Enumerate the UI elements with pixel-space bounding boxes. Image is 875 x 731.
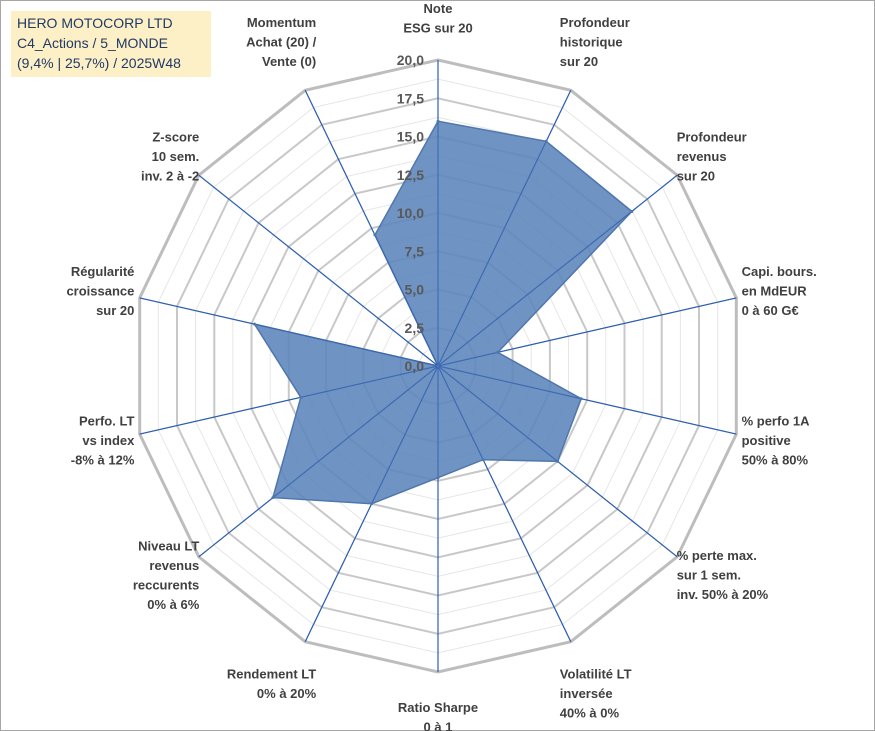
axis-label-line: inv. 50% à 20% [677,587,769,602]
axis-label-line: Perfo. LT [79,414,134,429]
axis-label-line: Niveau LT [138,539,199,554]
axis-label-line: 10 sem. [152,149,200,164]
axis-label-line: % perte max. [677,548,757,563]
tick-label: 12,5 [397,167,424,183]
axis-label-line: Vente (0) [262,54,316,69]
axis-label-line: 0 à 60 G€ [742,303,799,318]
data-point [481,458,485,462]
axis-label-line: Profondeur [677,129,747,144]
axis-label-line: % perfo 1A [742,414,811,429]
axis-label: % perte max. sur 1 sem. inv. 50% à 20% [677,548,769,602]
axis-label-line: Achat (20) / [246,34,316,49]
tick-label: 20,0 [397,52,424,68]
axis-label-line: Ratio Sharpe [398,700,478,715]
axis-label-line: sur 20 [560,54,598,69]
axis-label-line: sur 20 [96,303,134,318]
axis-label-line: revenus [149,558,199,573]
axis-label-line: 50% à 80% [742,453,809,468]
axis-label: Momentum Achat (20) / Vente (0) [246,15,316,69]
title-line-category: C4_Actions / 5_MONDE [17,35,168,51]
tick-label: 0,0 [405,358,425,374]
data-point [271,496,275,500]
axis-label-line: -8% à 12% [71,453,135,468]
axis-label-line: revenus [677,149,727,164]
data-point [436,119,440,123]
data-point [436,364,440,368]
tick-label: 17,5 [397,90,424,106]
series-area [252,120,633,505]
data-point [556,459,560,463]
axis-label: Capi. bours. en MdEUR 0 à 60 G€ [742,264,817,318]
axis-label: Niveau LT revenus reccurents 0% à 6% [133,539,200,613]
data-point [436,476,440,480]
axis-label-line: en MdEUR [742,284,808,299]
axis-label-line: croissance [66,284,134,299]
chart-title-box: HERO MOTOCORP LTD C4_Actions / 5_MONDE (… [11,11,211,77]
data-point [496,350,500,354]
axis-label-line: 0% à 20% [257,686,317,701]
data-point [370,502,374,506]
tick-label: 15,0 [397,129,424,145]
axis-label-line: inversée [560,686,613,701]
axis-label-line: Momentum [247,15,316,30]
axis-label-line: historique [560,34,623,49]
data-point [544,139,548,143]
radar-axis-labels: Note ESG sur 20 Profondeur historique sur 20… [66,1,816,731]
axis-label-line: Rendement LT [227,667,316,682]
axis-label: Profondeur revenus sur 20 [677,129,747,183]
title-line-stats: (9,4% | 25,7%) / 2025W48 [17,55,181,71]
axis-label-line: 0 à 1 [424,720,453,731]
data-point [299,395,303,399]
axis-spoke-overlay [437,365,572,642]
axis-label: Profondeur historique sur 20 [560,15,630,69]
radar-series [139,60,737,672]
data-point [579,397,583,401]
axis-spoke-overlay [437,365,737,435]
axis-label-line: positive [742,433,791,448]
axis-label-line: Profondeur [560,15,630,30]
axis-label: Ratio Sharpe 0 à 1 [398,700,478,731]
axis-spoke-overlay [198,365,439,558]
axis-label-line: vs index [82,433,135,448]
axis-spoke-overlay [139,297,439,367]
axis-label: Régularité croissance sur 20 [66,264,134,318]
axis-label: Note ESG sur 20 [403,1,472,36]
axis-label-line: 0% à 6% [147,597,199,612]
axis-label-line: sur 20 [677,168,715,183]
axis-spoke-overlay [437,90,572,367]
axis-label: Z-score 10 sem. inv. 2 à -2 [141,129,199,183]
axis-label-line: Capi. bours. [742,264,817,279]
axis-label: Volatilité LT inversée 40% à 0% [560,667,632,721]
axis-label-line: inv. 2 à -2 [141,168,199,183]
axis-label-line: reccurents [133,578,199,593]
tick-label: 5,0 [405,282,425,298]
data-point [630,210,634,213]
axis-label: % perfo 1A positive 50% à 80% [742,414,811,468]
tick-label: 10,0 [397,205,424,221]
axis-spoke-overlay [139,365,439,435]
axis-label-line: ESG sur 20 [403,21,472,36]
axis-label: Perfo. LT vs index -8% à 12% [71,414,135,468]
axis-label-line: Note [424,1,453,16]
axis-spoke-overlay [198,174,439,367]
axis-label-line: Volatilité LT [560,667,632,682]
axis-label-line: sur 1 sem. [677,568,741,583]
title-line-company: HERO MOTOCORP LTD [17,15,173,31]
tick-label: 2,5 [405,320,425,336]
radar-tick-labels: 0,0 2,5 5,0 7,5 10,0 12,5 15,0 17,5 20,0 [397,52,424,374]
axis-label-line: Z-score [152,129,199,144]
axis-spoke-overlay [304,90,439,367]
tick-label: 7,5 [405,243,425,259]
axis-label: Rendement LT 0% à 20% [227,667,317,702]
data-point [373,233,377,237]
data-point [253,322,256,326]
axis-label-line: Régularité [71,264,135,279]
axis-spoke-overlay [437,174,678,367]
axis-spoke-overlay [437,297,737,367]
axis-label-line: 40% à 0% [560,706,620,721]
